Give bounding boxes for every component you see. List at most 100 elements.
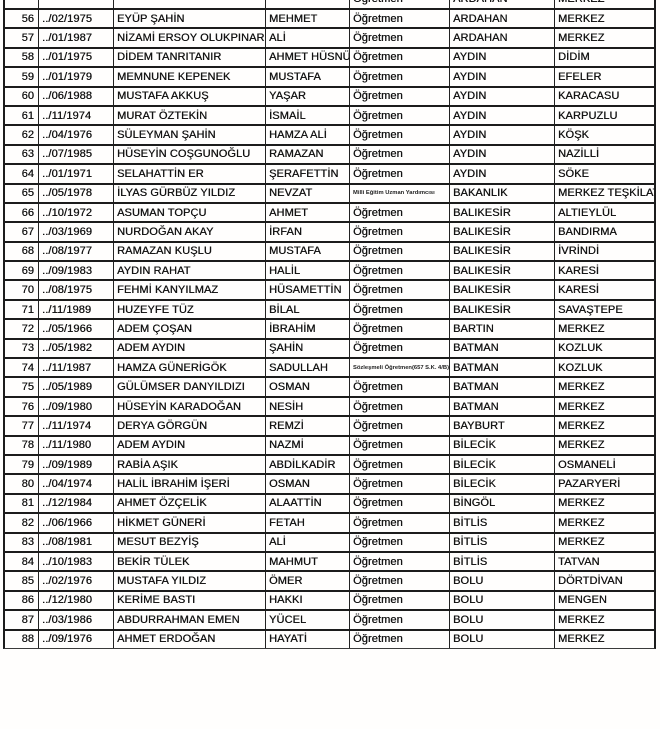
- cell-father: ALAATTİN: [266, 494, 350, 513]
- cell-date: ../08/1975: [39, 281, 114, 299]
- cell-title: Öğretmen: [350, 436, 450, 454]
- cell-date: ../05/1982: [39, 339, 114, 358]
- table-row: 80 ../04/1974 HALİL İBRAHİM İŞERİ OSMAN Öğre…: [5, 473, 654, 493]
- cell-no: 72: [5, 320, 39, 338]
- cell-no: 66: [5, 203, 39, 222]
- cell-father: MAHMUT: [266, 552, 350, 571]
- cell-title: Öğretmen: [350, 126, 450, 144]
- cell-no: 86: [5, 591, 39, 610]
- cell-name: RABİA AŞIK: [114, 455, 266, 474]
- cell-province: ARDAHAN: [450, 10, 555, 28]
- cell-name: FEHMİ KANYILMAZ: [114, 281, 266, 299]
- cell-title: Öğretmen: [350, 320, 450, 338]
- table-row: 83 ../08/1981 MESUT BEZYİŞ ALİ Öğretmen BİTLİ…: [5, 531, 654, 551]
- cell-district: MERKEZ: [558, 439, 605, 452]
- cell-date: ../02/1975: [39, 10, 114, 28]
- cell-province: AYDIN: [450, 87, 555, 105]
- partial-title-text: Öğretmen: [353, 0, 403, 6]
- cell-district: MERKEZ: [558, 32, 605, 45]
- table-row: 68 ../08/1977 RAMAZAN KUŞLU MUSTAFA Öğretmen…: [5, 240, 654, 261]
- cell-title: Öğretmen: [350, 262, 450, 280]
- cell-title: Öğretmen: [350, 572, 450, 590]
- cell-no: 65: [5, 184, 39, 202]
- cell-district: SÖKE: [558, 167, 589, 180]
- cell-district: KARPUZLU: [558, 109, 618, 122]
- table-row: 72 ../05/1966 ADEM ÇOŞAN İBRAHİM Öğretmen BAR…: [5, 318, 654, 338]
- table-row: 79 ../09/1989 RABİA AŞIK ABDİLKADİR Öğretmen…: [5, 453, 654, 474]
- cell-no: 58: [5, 48, 39, 67]
- cell-title: Öğretmen: [350, 203, 450, 222]
- cell-title: Milli Eğitim Uzman Yardımcısı: [350, 184, 450, 202]
- cell-province: BALIKESİR: [450, 223, 555, 241]
- cell-name: AHMET ERDOĞAN: [114, 630, 266, 648]
- cell-no: 82: [5, 514, 39, 532]
- cell-father: OSMAN: [266, 475, 350, 493]
- cell-date: ../12/1984: [39, 494, 114, 513]
- partial-district-text: MERKEZ: [558, 0, 604, 6]
- cell-father: ALİ: [266, 29, 350, 47]
- cell-district: KARESİ: [558, 284, 599, 297]
- cell-district: MERKEZ TEŞKİLATI: [558, 187, 654, 200]
- cell-no: 85: [5, 572, 39, 590]
- cell-father: HÜSAMETTİN: [266, 281, 350, 299]
- cell-title: Öğretmen: [350, 494, 450, 513]
- cell-province: BİLECİK: [450, 436, 555, 454]
- cell-date: ../11/1987: [39, 359, 114, 377]
- cell-province: BAYBURT: [450, 417, 555, 435]
- cell-title: Öğretmen: [350, 68, 450, 86]
- cell-district: MERKEZ: [558, 12, 605, 25]
- cell-province: BALIKESİR: [450, 300, 555, 319]
- cell-province: BATMAN: [450, 378, 555, 396]
- cell-no: 78: [5, 436, 39, 454]
- cell-date: ../10/1972: [39, 203, 114, 222]
- cell-father: HAMZA ALİ: [266, 126, 350, 144]
- cell-province: BOLU: [450, 591, 555, 610]
- cell-title: Öğretmen: [350, 300, 450, 319]
- cell-district: MERKEZ: [558, 322, 605, 335]
- cell-name: ABDURRAHMAN EMEN: [114, 611, 266, 629]
- cell-name: DİDEM TANRITANIR: [114, 48, 266, 67]
- cell-name: ASUMAN TOPÇU: [114, 203, 266, 222]
- cell-title: Öğretmen: [350, 10, 450, 28]
- cell-title: Öğretmen: [350, 106, 450, 125]
- table-row: 71 ../11/1989 HUZEYFE TÜZ BİLAL Öğretmen BALI…: [5, 298, 654, 319]
- cell-date: ../08/1981: [39, 533, 114, 551]
- cell-name: ADEM ÇOŞAN: [114, 320, 266, 338]
- cell-name: HÜSEYİN COŞGUNOĞLU: [114, 145, 266, 164]
- cell-name: MUSTAFA AKKUŞ: [114, 87, 266, 105]
- cell-name: HALİL İBRAHİM İŞERİ: [114, 475, 266, 493]
- cell-name: HUZEYFE TÜZ: [114, 300, 266, 319]
- cell-no: 63: [5, 145, 39, 164]
- cell-no: 76: [5, 397, 39, 416]
- cell-father: NESİH: [266, 397, 350, 416]
- cell-father: MEHMET: [266, 10, 350, 28]
- cell-no: 87: [5, 611, 39, 629]
- cell-date: ../06/1966: [39, 514, 114, 532]
- cell-no: 59: [5, 68, 39, 86]
- table-row: 62 ../04/1976 SÜLEYMAN ŞAHİN HAMZA ALİ Öğret…: [5, 124, 654, 144]
- cell-province: AYDIN: [450, 68, 555, 86]
- cell-father: NAZMİ: [266, 436, 350, 454]
- cell-district: MERKEZ: [558, 536, 605, 549]
- cell-province: BAKANLIK: [450, 184, 555, 202]
- cell-title: Öğretmen: [350, 242, 450, 261]
- table-row: 60 ../06/1988 MUSTAFA AKKUŞ YAŞAR Öğretmen AY…: [5, 85, 654, 105]
- cell-name: DERYA GÖRGÜN: [114, 417, 266, 435]
- table-row: 81 ../12/1984 AHMET ÖZÇELİK ALAATTİN Öğretme…: [5, 492, 654, 513]
- cell-district: MERKEZ: [558, 419, 605, 432]
- cell-district: DÖRTDİVAN: [558, 575, 623, 588]
- cell-district: KARACASU: [558, 90, 620, 103]
- cell-province: BALIKESİR: [450, 281, 555, 299]
- cell-name: RAMAZAN KUŞLU: [114, 242, 266, 261]
- cell-province: BALIKESİR: [450, 262, 555, 280]
- cell-province: BİLECİK: [450, 475, 555, 493]
- cell-title: Öğretmen: [350, 455, 450, 474]
- cell-date: ../01/1975: [39, 48, 114, 67]
- cell-father: NEVZAT: [266, 184, 350, 202]
- cell-father: RAMAZAN: [266, 145, 350, 164]
- cell-no: 56: [5, 10, 39, 28]
- cell-no: 69: [5, 262, 39, 280]
- cell-title: Öğretmen: [350, 378, 450, 396]
- cell-father: OSMAN: [266, 378, 350, 396]
- cell-date: ../01/1987: [39, 29, 114, 47]
